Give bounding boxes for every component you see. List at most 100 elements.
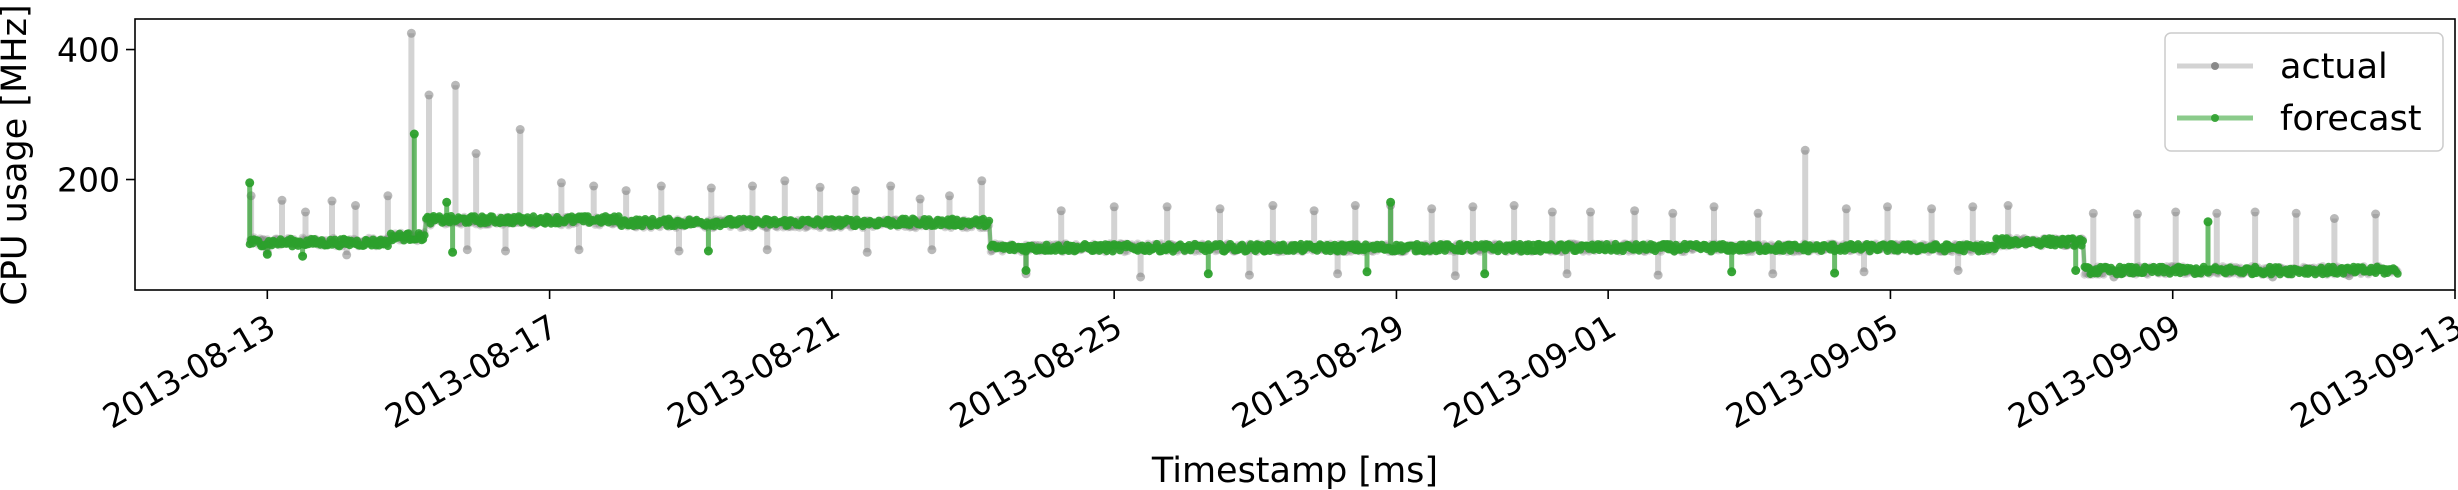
series-actual-excursion-point bbox=[406, 28, 416, 38]
series-actual-excursion-point bbox=[1350, 201, 1360, 210]
series-actual-excursion-point bbox=[1883, 202, 1892, 212]
series-forecast-excursion-point bbox=[409, 129, 419, 139]
series-actual-excursion-point bbox=[2291, 208, 2301, 218]
series-actual-excursion-point bbox=[1709, 202, 1719, 212]
series-actual-excursion-point bbox=[424, 90, 434, 100]
series-actual-excursion-point bbox=[2371, 209, 2381, 219]
series-actual-excursion-point bbox=[1333, 269, 1343, 279]
y-tick-label: 400 bbox=[57, 31, 120, 70]
series-actual-excursion-point bbox=[1968, 202, 1978, 212]
series-layer bbox=[245, 28, 2402, 282]
series-actual-excursion-point bbox=[1953, 266, 1963, 275]
series-actual-excursion-point bbox=[945, 191, 954, 201]
series-actual-excursion-point bbox=[1244, 270, 1254, 280]
plot-frame bbox=[134, 18, 2456, 291]
series-forecast-excursion-point bbox=[245, 178, 255, 188]
series-actual-excursion-point bbox=[327, 196, 337, 206]
series-actual-excursion-point bbox=[2329, 214, 2339, 223]
series-actual-excursion-point bbox=[748, 181, 757, 191]
series-actual-excursion-point bbox=[850, 186, 860, 196]
legend-box bbox=[2164, 32, 2444, 152]
series-actual-excursion-point bbox=[1056, 206, 1066, 216]
series-actual-excursion-point bbox=[1450, 271, 1460, 281]
series-actual-excursion-point bbox=[1136, 272, 1146, 282]
series-actual-excursion-point bbox=[2171, 207, 2181, 217]
series-forecast-excursion-point bbox=[1021, 266, 1031, 275]
series-actual-excursion-point bbox=[1668, 208, 1678, 218]
series-actual-excursion-point bbox=[815, 182, 825, 192]
series-forecast-excursion-point bbox=[2203, 217, 2213, 227]
series-actual-excursion-point bbox=[1653, 270, 1663, 280]
legend-label: forecast bbox=[2280, 99, 2422, 139]
series-actual-excursion-point bbox=[1109, 202, 1119, 212]
legend-swatch-marker bbox=[2211, 114, 2219, 122]
series-forecast-point bbox=[1108, 247, 1117, 256]
y-axis: 200 400 bbox=[57, 31, 135, 200]
series-actual-excursion-point bbox=[1468, 202, 1478, 212]
series-actual-excursion-point bbox=[342, 250, 352, 260]
series-actual-excursion-point bbox=[574, 245, 584, 255]
series-forecast-excursion-point bbox=[298, 251, 308, 261]
series-actual-excursion-point bbox=[927, 245, 937, 255]
series-actual-excursion-point bbox=[2250, 207, 2260, 217]
series-actual-excursion-point bbox=[501, 246, 510, 256]
series-forecast-point bbox=[420, 231, 429, 240]
series-actual-excursion-point bbox=[1927, 204, 1937, 214]
series-forecast-excursion-point bbox=[2071, 266, 2081, 275]
series-actual-excursion-point bbox=[1562, 269, 1572, 279]
series-actual-excursion-point bbox=[1586, 207, 1595, 217]
series-actual-excursion-point bbox=[1859, 267, 1869, 277]
series-forecast-excursion-point bbox=[1480, 269, 1490, 279]
series-actual-excursion-point bbox=[780, 176, 790, 186]
series-forecast-excursion-point bbox=[442, 197, 452, 207]
series-forecast-point bbox=[985, 216, 994, 225]
series-actual-excursion-point bbox=[1547, 207, 1557, 217]
series-actual-excursion-point bbox=[515, 125, 525, 134]
series-actual-excursion-point bbox=[674, 246, 684, 256]
series-actual-excursion-point bbox=[706, 183, 716, 193]
series-actual-excursion-point bbox=[1309, 206, 1319, 216]
series-actual-excursion-point bbox=[451, 80, 460, 90]
legend: actual forecast bbox=[2164, 32, 2444, 152]
series-forecast-excursion-point bbox=[703, 246, 713, 256]
series-actual-excursion-point bbox=[2003, 201, 2013, 210]
series-actual-excursion-point bbox=[556, 178, 566, 188]
series-actual-excursion-point bbox=[1162, 202, 1172, 212]
series-actual-excursion-point bbox=[383, 191, 393, 201]
series-forecast-excursion-point bbox=[262, 249, 272, 259]
series-actual-excursion-point bbox=[886, 181, 896, 191]
series-actual-excursion-point bbox=[1427, 204, 1437, 214]
series-forecast-excursion-point bbox=[1362, 267, 1372, 277]
series-actual-excursion-point bbox=[621, 186, 631, 196]
series-actual-excursion-point bbox=[656, 181, 666, 191]
x-axis-label: Timestamp [ms] bbox=[1151, 451, 1438, 490]
series-actual-excursion-point bbox=[1768, 269, 1778, 279]
series-actual-excursion-point bbox=[462, 245, 472, 255]
series-actual-excursion-point bbox=[2212, 208, 2222, 218]
series-actual-excursion-point bbox=[2132, 209, 2142, 219]
series-forecast-point bbox=[2062, 241, 2071, 249]
series-actual-excursion-point bbox=[1630, 206, 1640, 216]
series-actual-excursion-point bbox=[1268, 201, 1278, 210]
legend-swatch-marker bbox=[2211, 62, 2219, 70]
series-actual-excursion-point bbox=[2088, 208, 2098, 218]
legend-label: actual bbox=[2280, 47, 2388, 87]
series-actual-excursion-point bbox=[1753, 208, 1763, 218]
series-forecast-point bbox=[2079, 236, 2087, 245]
series-actual-excursion-point bbox=[1800, 145, 1810, 155]
series-actual-excursion-point bbox=[862, 247, 872, 257]
series-forecast-excursion-point bbox=[1727, 267, 1737, 277]
series-forecast-point bbox=[404, 229, 413, 238]
series-forecast bbox=[245, 129, 2402, 279]
series-actual-excursion-point bbox=[977, 176, 987, 186]
series-actual-excursion-point bbox=[589, 181, 599, 191]
series-actual-excursion-point bbox=[1509, 201, 1519, 210]
series-actual-excursion-point bbox=[762, 245, 772, 255]
series-forecast-excursion-point bbox=[448, 247, 458, 257]
series-actual-excursion-point bbox=[277, 195, 287, 205]
legend-item-forecast: forecast bbox=[2177, 99, 2422, 139]
series-actual-excursion-point bbox=[1841, 204, 1851, 214]
series-actual-excursion-point bbox=[351, 201, 360, 210]
series-actual-excursion-point bbox=[1215, 204, 1225, 214]
